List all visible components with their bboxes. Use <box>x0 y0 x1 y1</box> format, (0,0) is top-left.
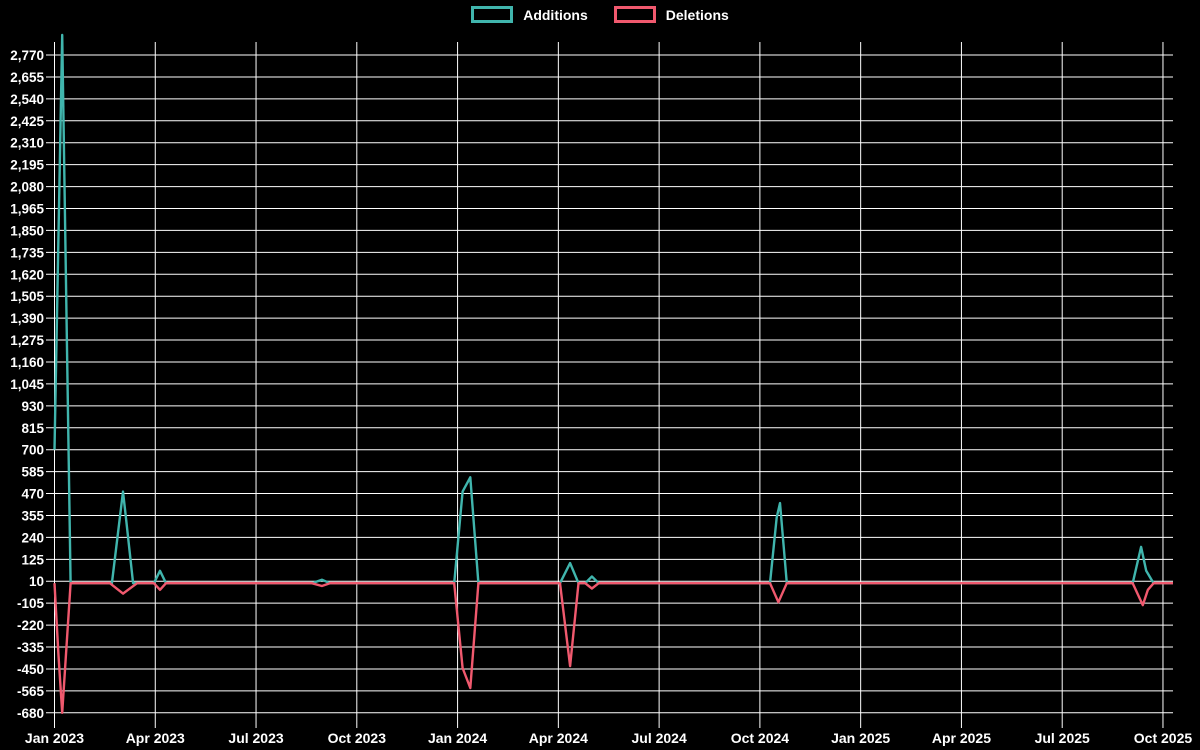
y-tick-label: 10 <box>29 574 44 589</box>
y-tick-label: 1,160 <box>10 355 44 370</box>
legend-item-additions[interactable]: Additions <box>471 6 588 23</box>
legend-item-deletions[interactable]: Deletions <box>613 6 729 23</box>
y-axis-labels: 2,770 2,655 2,540 2,425 2,310 2,195 2,080 1,965… <box>10 48 44 721</box>
x-tick-label: Apr 2024 <box>529 730 588 746</box>
y-tick-label: 1,390 <box>10 311 44 326</box>
y-tick-label: -105 <box>17 596 45 611</box>
y-tick-label: 2,195 <box>10 158 44 173</box>
gridlines <box>46 42 1173 728</box>
y-tick-label: 1,045 <box>10 377 44 392</box>
y-tick-label: -450 <box>17 662 44 677</box>
y-tick-label: 1,620 <box>10 267 44 282</box>
y-tick-label: -335 <box>17 640 45 655</box>
legend-label-deletions: Deletions <box>665 6 729 23</box>
y-tick-label: 125 <box>21 552 44 567</box>
deletions-swatch-icon <box>613 6 656 23</box>
legend: Additions Deletions <box>0 6 1200 23</box>
y-tick-label: -680 <box>17 706 44 721</box>
y-tick-label: 2,655 <box>10 70 44 85</box>
series-line-additions <box>53 33 1173 585</box>
x-tick-label: Apr 2023 <box>126 730 185 746</box>
y-tick-label: 240 <box>21 530 44 545</box>
x-axis-labels: Jan 2023 Apr 2023 Jul 2023 Oct 2023 Jan 2024… <box>25 730 1192 746</box>
y-tick-label: 930 <box>21 399 44 414</box>
y-tick-label: 1,275 <box>10 333 44 348</box>
x-tick-label: Jan 2023 <box>25 730 84 746</box>
y-tick-label: -565 <box>17 684 45 699</box>
x-tick-label: Oct 2025 <box>1134 730 1193 746</box>
y-tick-label: 2,310 <box>10 136 44 151</box>
y-tick-label: 1,505 <box>10 289 44 304</box>
x-tick-label: Jul 2024 <box>631 730 686 746</box>
y-tick-label: 2,425 <box>10 114 44 129</box>
y-tick-label: 2,540 <box>10 92 44 107</box>
x-tick-label: Jan 2025 <box>831 730 890 746</box>
x-tick-label: Apr 2025 <box>932 730 991 746</box>
y-tick-label: 355 <box>21 508 44 523</box>
legend-label-additions: Additions <box>523 6 588 23</box>
y-tick-label: 1,850 <box>10 223 44 238</box>
additions-swatch-icon <box>471 6 514 23</box>
y-tick-label: 2,770 <box>10 48 44 63</box>
y-tick-label: 700 <box>21 443 44 458</box>
y-tick-label: 585 <box>21 465 44 480</box>
x-tick-label: Oct 2024 <box>731 730 790 746</box>
y-tick-label: 470 <box>21 487 44 502</box>
y-tick-label: 2,080 <box>10 180 44 195</box>
y-tick-label: -220 <box>17 618 44 633</box>
x-tick-label: Oct 2023 <box>328 730 387 746</box>
y-tick-label: 1,965 <box>10 202 44 217</box>
x-tick-label: Jul 2023 <box>228 730 283 746</box>
y-tick-label: 815 <box>21 421 44 436</box>
y-tick-label: 1,735 <box>10 245 44 260</box>
x-tick-label: Jul 2025 <box>1035 730 1090 746</box>
series-line-deletions <box>53 582 1173 714</box>
x-tick-label: Jan 2024 <box>428 730 487 746</box>
